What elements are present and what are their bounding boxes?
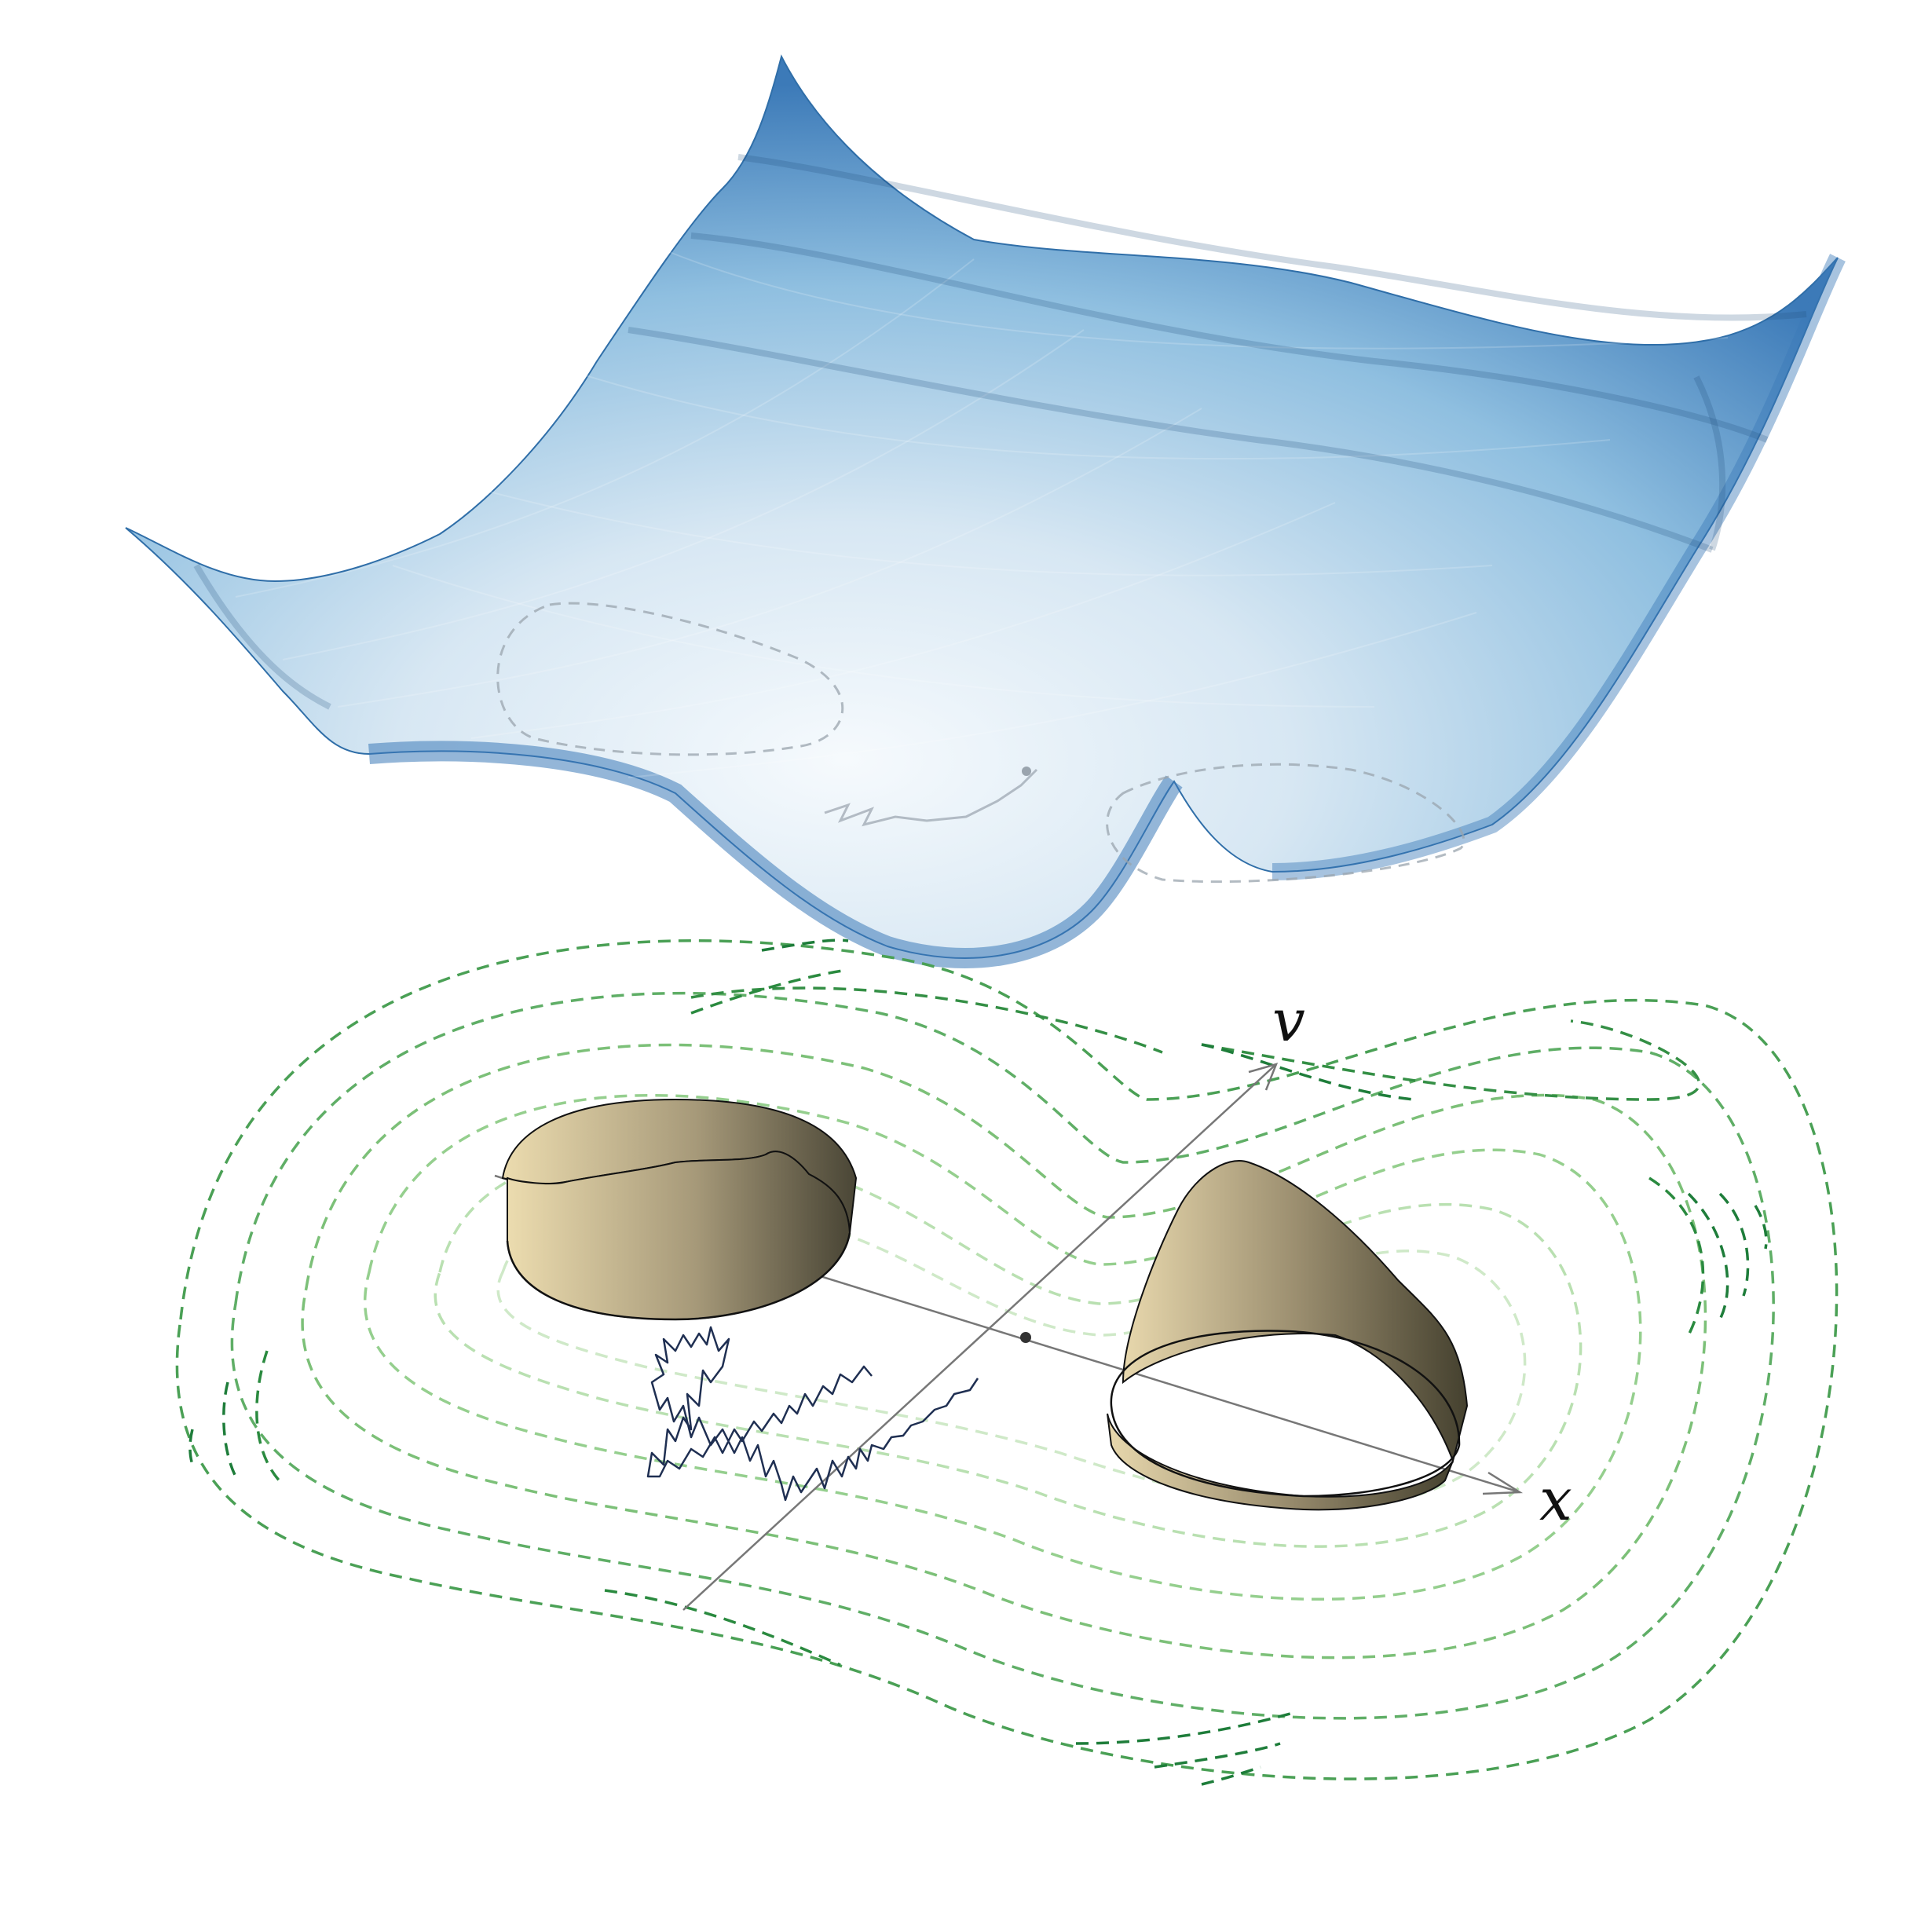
contour-outer-10	[188, 1429, 194, 1465]
contour-level-6	[175, 939, 1839, 1780]
ribbon-right-base-edge	[1110, 1330, 1461, 1498]
potential-surface	[125, 54, 1846, 968]
contour-outer-4	[1648, 1176, 1705, 1336]
ribbon-left	[501, 1098, 858, 1321]
contour-outer-5	[1687, 1192, 1729, 1320]
contour-outer-9	[222, 1381, 237, 1477]
phase-plane	[175, 939, 1839, 1786]
contour-outer-2	[761, 939, 849, 952]
contour-level-5	[230, 991, 1775, 1720]
contour-level-3	[364, 1093, 1642, 1601]
ribbon-left-base-edge	[506, 1232, 851, 1321]
ribbon-right	[1107, 1160, 1469, 1511]
v-axis-line	[682, 1063, 1277, 1611]
contour-outer-8	[255, 1350, 284, 1486]
surface-contours	[193, 154, 1807, 710]
x-axis-label: x	[1539, 1466, 1572, 1534]
surface-rim-right	[1272, 254, 1846, 880]
contour-outer-6	[1718, 1192, 1750, 1297]
contour-outer-13	[1154, 1742, 1281, 1769]
origin-point	[1020, 1332, 1031, 1343]
contour-level-4	[301, 1043, 1707, 1659]
surface-equilibrium-point	[1022, 767, 1031, 776]
surface-rim-front	[368, 741, 1183, 968]
ribbon-right-back	[1122, 1160, 1469, 1464]
surface-well-contours	[496, 602, 1465, 884]
surface-trajectory-shadow	[824, 768, 1038, 827]
contour-level-7b	[1201, 1019, 1701, 1101]
contour-level-7	[690, 986, 1163, 1054]
v-axis-label: v	[1272, 987, 1305, 1055]
contour-outer-14	[1201, 1766, 1261, 1786]
x-axis-arrowhead	[1482, 1471, 1524, 1495]
contour-outer-1	[690, 968, 849, 1015]
phase-contours	[175, 939, 1839, 1786]
trajectory-path	[646, 1326, 979, 1502]
ribbon-right-front	[1107, 1413, 1454, 1511]
v-axis-arrowhead	[1248, 1063, 1279, 1091]
contour-outer-7	[1754, 1205, 1768, 1250]
contour-outer-12	[1075, 1711, 1297, 1745]
contour-outer-11	[604, 1589, 841, 1667]
contour-outer-3	[1201, 1043, 1414, 1101]
